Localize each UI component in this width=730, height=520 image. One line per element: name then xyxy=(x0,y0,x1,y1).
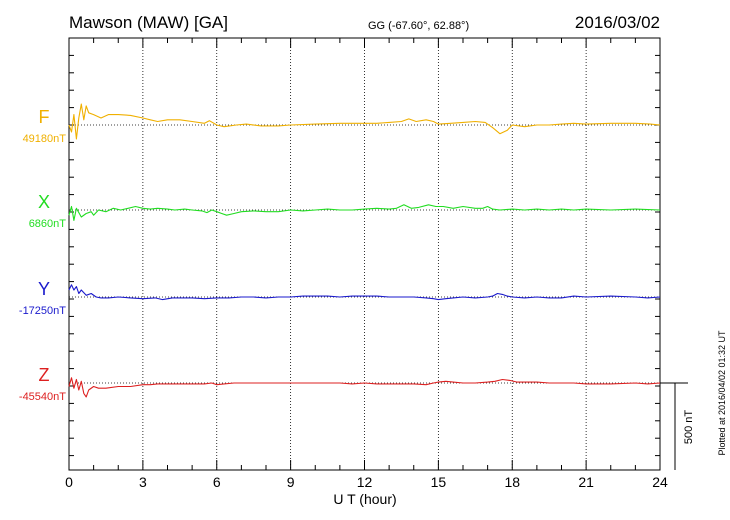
trace-f xyxy=(68,103,661,140)
series-name-z: Z xyxy=(39,365,50,385)
x-tick-label: 6 xyxy=(213,474,221,490)
grid-lines xyxy=(69,38,660,470)
x-tick-labels: 0 3 6 9 12 15 18 21 24 xyxy=(65,474,668,490)
plotted-at-note: Plotted at 2016/04/02 01:32 UT xyxy=(717,330,727,456)
x-tick-label: 18 xyxy=(504,474,520,490)
trace-x xyxy=(68,204,661,221)
x-tick-label: 3 xyxy=(139,474,147,490)
scale-bar-label: 500 nT xyxy=(683,410,695,445)
x-axis-label: U T (hour) xyxy=(333,491,396,507)
traces xyxy=(68,103,661,398)
station-title: Mawson (MAW) [GA] xyxy=(69,13,228,32)
trace-z xyxy=(68,377,661,398)
axis-ticks xyxy=(68,38,661,470)
x-tick-label: 24 xyxy=(652,474,668,490)
x-tick-label: 12 xyxy=(357,474,373,490)
series-labels: F 49180nT X 6860nT Y -17250nT Z -45540nT xyxy=(19,107,66,403)
series-baseline-x: 6860nT xyxy=(29,218,67,230)
x-tick-label: 9 xyxy=(287,474,295,490)
x-tick-label: 21 xyxy=(578,474,594,490)
x-tick-label: 15 xyxy=(431,474,447,490)
plot-date: 2016/03/02 xyxy=(575,13,660,32)
series-baseline-f: 49180nT xyxy=(23,133,67,145)
scale-bar: 500 nT xyxy=(660,382,695,470)
series-baseline-z: -45540nT xyxy=(19,391,66,403)
x-tick-label: 0 xyxy=(65,474,73,490)
station-coords: GG (-67.60°, 62.88°) xyxy=(368,20,469,32)
trace-y xyxy=(68,284,661,301)
series-baseline-y: -17250nT xyxy=(19,305,66,317)
series-name-x: X xyxy=(38,192,50,212)
series-name-y: Y xyxy=(38,279,50,299)
series-name-f: F xyxy=(39,107,50,127)
